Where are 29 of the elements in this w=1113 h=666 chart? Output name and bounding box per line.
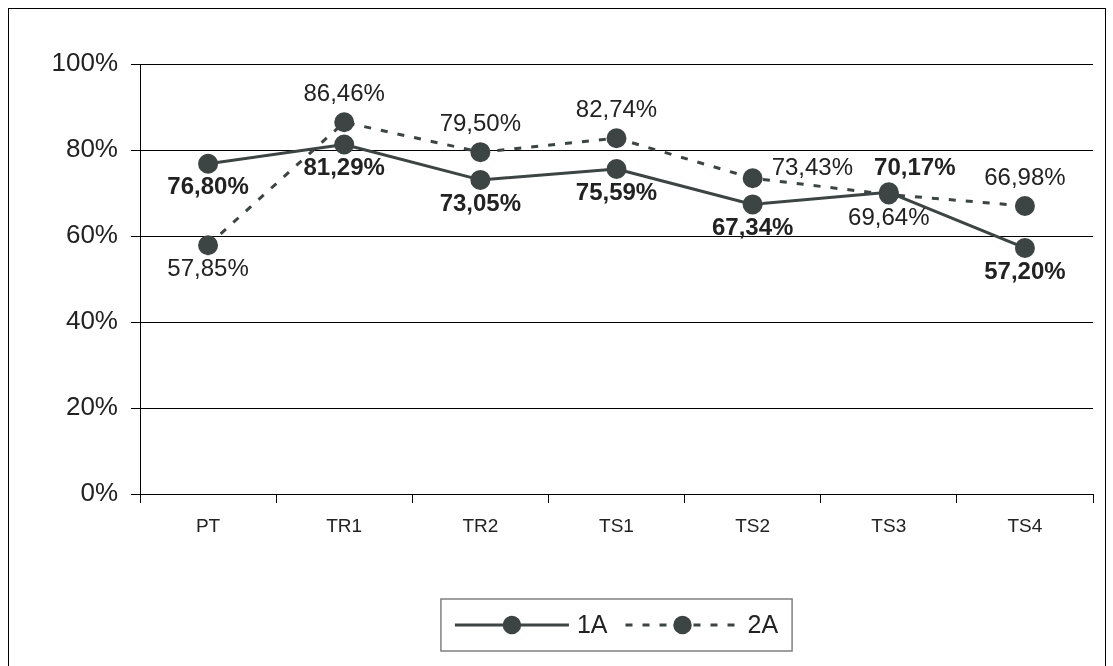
y-tick-label: 40% (65, 305, 118, 336)
x-tick-label: PT (195, 514, 221, 536)
data-label: 76,80% (167, 172, 249, 200)
data-label: 82,74% (575, 94, 658, 122)
x-tick-label: TS2 (735, 514, 771, 536)
y-tick-label: 20% (65, 391, 118, 422)
data-label: 66,98% (984, 162, 1066, 190)
x-tick-label: TS3 (871, 514, 907, 536)
data-label: 57,85% (167, 253, 249, 281)
data-label: 70,17% (874, 152, 956, 180)
legend-label: 1A (576, 609, 608, 638)
y-tick-label: 100% (51, 47, 118, 78)
x-tick-label: TS4 (1007, 514, 1043, 536)
x-tick-label: TR1 (326, 514, 363, 536)
data-label: 73,05% (439, 188, 522, 216)
x-tick-label: TR2 (462, 514, 499, 536)
data-label: 67,34% (711, 213, 794, 241)
data-label: 75,59% (575, 177, 658, 205)
x-tick-label: TS1 (599, 514, 634, 536)
y-tick-label: 80% (65, 133, 118, 164)
data-label: 69,64% (848, 203, 930, 231)
data-label: 79,50% (439, 108, 522, 136)
data-label: 57,20% (984, 256, 1066, 284)
data-label: 86,46% (303, 78, 385, 106)
data-label: 73,43% (771, 152, 854, 180)
y-tick-label: 60% (65, 219, 118, 250)
legend-label: 2A (747, 609, 779, 638)
data-label: 81,29% (303, 153, 385, 181)
y-tick-label: 0% (80, 477, 118, 508)
